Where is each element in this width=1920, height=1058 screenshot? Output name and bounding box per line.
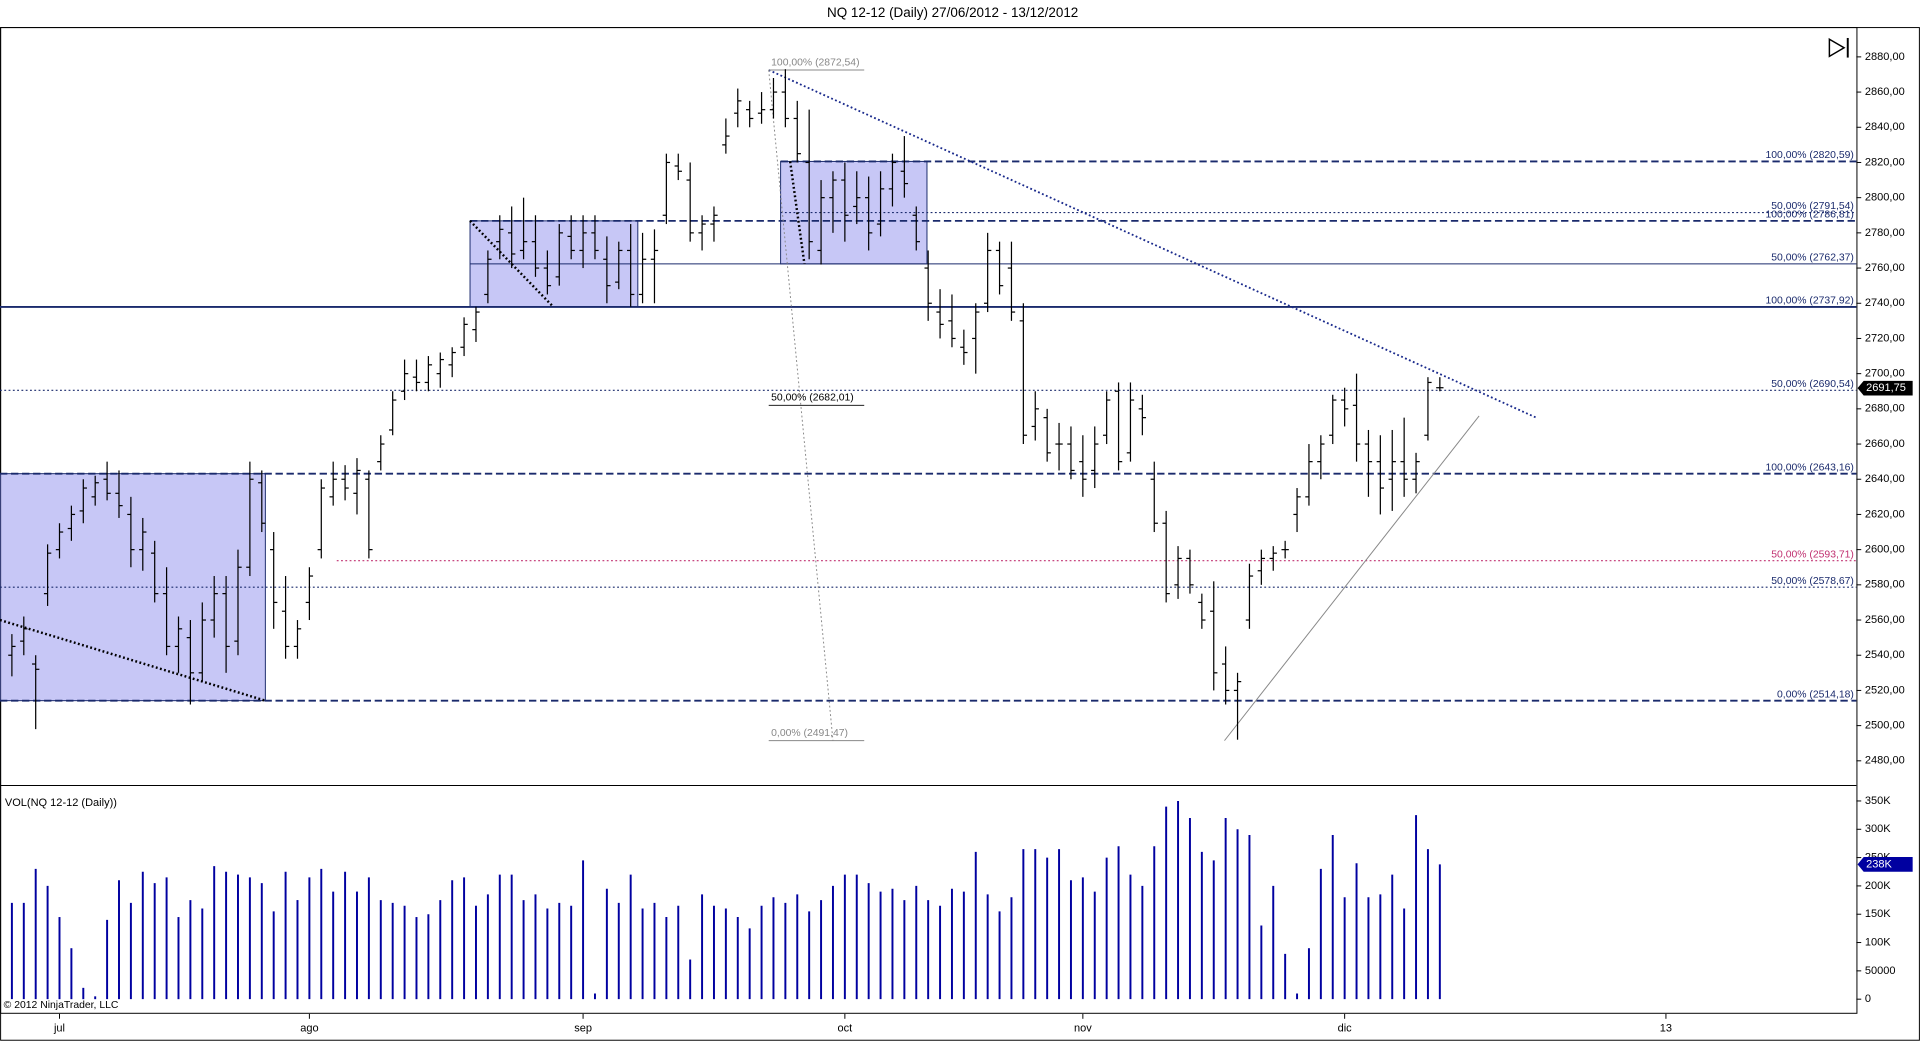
y-tick-label: 2740,00 bbox=[1865, 297, 1905, 309]
x-tick-label: dic bbox=[1338, 1022, 1353, 1034]
y-tick-label: 2520,00 bbox=[1865, 684, 1905, 696]
trend-line bbox=[1224, 415, 1480, 741]
y-tick-label: 2800,00 bbox=[1865, 192, 1905, 204]
fib-level-label: 0,00% (2514,18) bbox=[1777, 689, 1854, 700]
y-tick-label: 2640,00 bbox=[1865, 473, 1905, 485]
y-tick-label: 300K bbox=[1865, 823, 1891, 835]
fib-label: 0,00% (2491,47) bbox=[771, 728, 848, 739]
x-tick-label: oct bbox=[838, 1022, 853, 1034]
last-value-marker bbox=[1857, 380, 1913, 396]
trend-line bbox=[768, 69, 834, 741]
playback-icon[interactable] bbox=[1828, 37, 1849, 58]
x-tick-label: 13 bbox=[1660, 1022, 1672, 1034]
last-value-label: 238K bbox=[1866, 858, 1892, 870]
fib-level-label: 50,00% (2762,37) bbox=[1771, 253, 1854, 264]
chart-title: NQ 12-12 (Daily) 27/06/2012 - 13/12/2012 bbox=[827, 5, 1078, 20]
last-value-marker bbox=[1857, 857, 1913, 872]
y-tick-label: 2560,00 bbox=[1865, 614, 1905, 626]
y-tick-label: 2480,00 bbox=[1865, 755, 1905, 767]
y-tick-label: 200K bbox=[1865, 880, 1891, 892]
y-tick-label: 2660,00 bbox=[1865, 438, 1905, 450]
y-tick-label: 2500,00 bbox=[1865, 720, 1905, 732]
y-tick-label: 2760,00 bbox=[1865, 262, 1905, 274]
y-tick-label: 2780,00 bbox=[1865, 227, 1905, 239]
fib-level-label: 50,00% (2593,71) bbox=[1771, 549, 1854, 560]
x-tick-label: sep bbox=[574, 1022, 592, 1034]
y-tick-label: 2880,00 bbox=[1865, 51, 1905, 63]
y-tick-label: 2540,00 bbox=[1865, 649, 1905, 661]
y-tick-label: 0 bbox=[1865, 993, 1871, 1005]
y-tick-label: 350K bbox=[1865, 795, 1891, 807]
y-tick-label: 2700,00 bbox=[1865, 368, 1905, 380]
icon-triangle bbox=[1828, 37, 1846, 58]
y-tick-label: 50000 bbox=[1865, 965, 1896, 977]
fib-level-label: 100,00% (2820,59) bbox=[1765, 150, 1853, 161]
y-tick-label: 2680,00 bbox=[1865, 403, 1905, 415]
y-tick-label: 100K bbox=[1865, 936, 1891, 948]
y-tick-label: 2620,00 bbox=[1865, 508, 1905, 520]
y-tick-label: 2820,00 bbox=[1865, 156, 1905, 168]
bar-panel: 050000100K150K200K250K300K350Kjulagosepo… bbox=[10, 795, 1913, 1034]
fib-label: 50,00% (2682,01) bbox=[771, 393, 854, 404]
ohlc-panel: 2480,00 2500,00 2520,00 2540,00 2560,00 2580,… bbox=[0, 51, 1913, 767]
fib-level-label: 100,00% (2786,81) bbox=[1765, 210, 1853, 221]
trend-line bbox=[788, 161, 806, 265]
trend-line bbox=[469, 220, 555, 308]
fib-level-label: 50,00% (2578,67) bbox=[1771, 576, 1854, 587]
x-tick-label: jul bbox=[53, 1022, 65, 1034]
y-tick-label: 2860,00 bbox=[1865, 86, 1905, 98]
volume-title: VOL(NQ 12-12 (Daily)) bbox=[5, 797, 117, 809]
y-tick-label: 2580,00 bbox=[1865, 579, 1905, 591]
copyright: © 2012 NinjaTrader, LLC bbox=[4, 1000, 119, 1011]
x-tick-label: ago bbox=[300, 1022, 318, 1034]
trend-line bbox=[768, 69, 1537, 419]
trend-line bbox=[0, 618, 266, 702]
y-tick-label: 150K bbox=[1865, 908, 1891, 920]
fib-level-label: 50,00% (2791,54) bbox=[1771, 201, 1854, 212]
x-tick-label: nov bbox=[1074, 1022, 1092, 1034]
last-value-label: 2691,75 bbox=[1866, 382, 1906, 394]
fib-label: 100,00% (2872,54) bbox=[771, 57, 859, 68]
y-tick-label: 2720,00 bbox=[1865, 332, 1905, 344]
fib-level-label: 50,00% (2690,54) bbox=[1771, 379, 1854, 390]
y-tick-label: 2840,00 bbox=[1865, 121, 1905, 133]
fib-level-label: 100,00% (2737,92) bbox=[1765, 296, 1853, 307]
y-tick-label: 2600,00 bbox=[1865, 544, 1905, 556]
fib-level-label: 100,00% (2643,16) bbox=[1765, 462, 1853, 473]
